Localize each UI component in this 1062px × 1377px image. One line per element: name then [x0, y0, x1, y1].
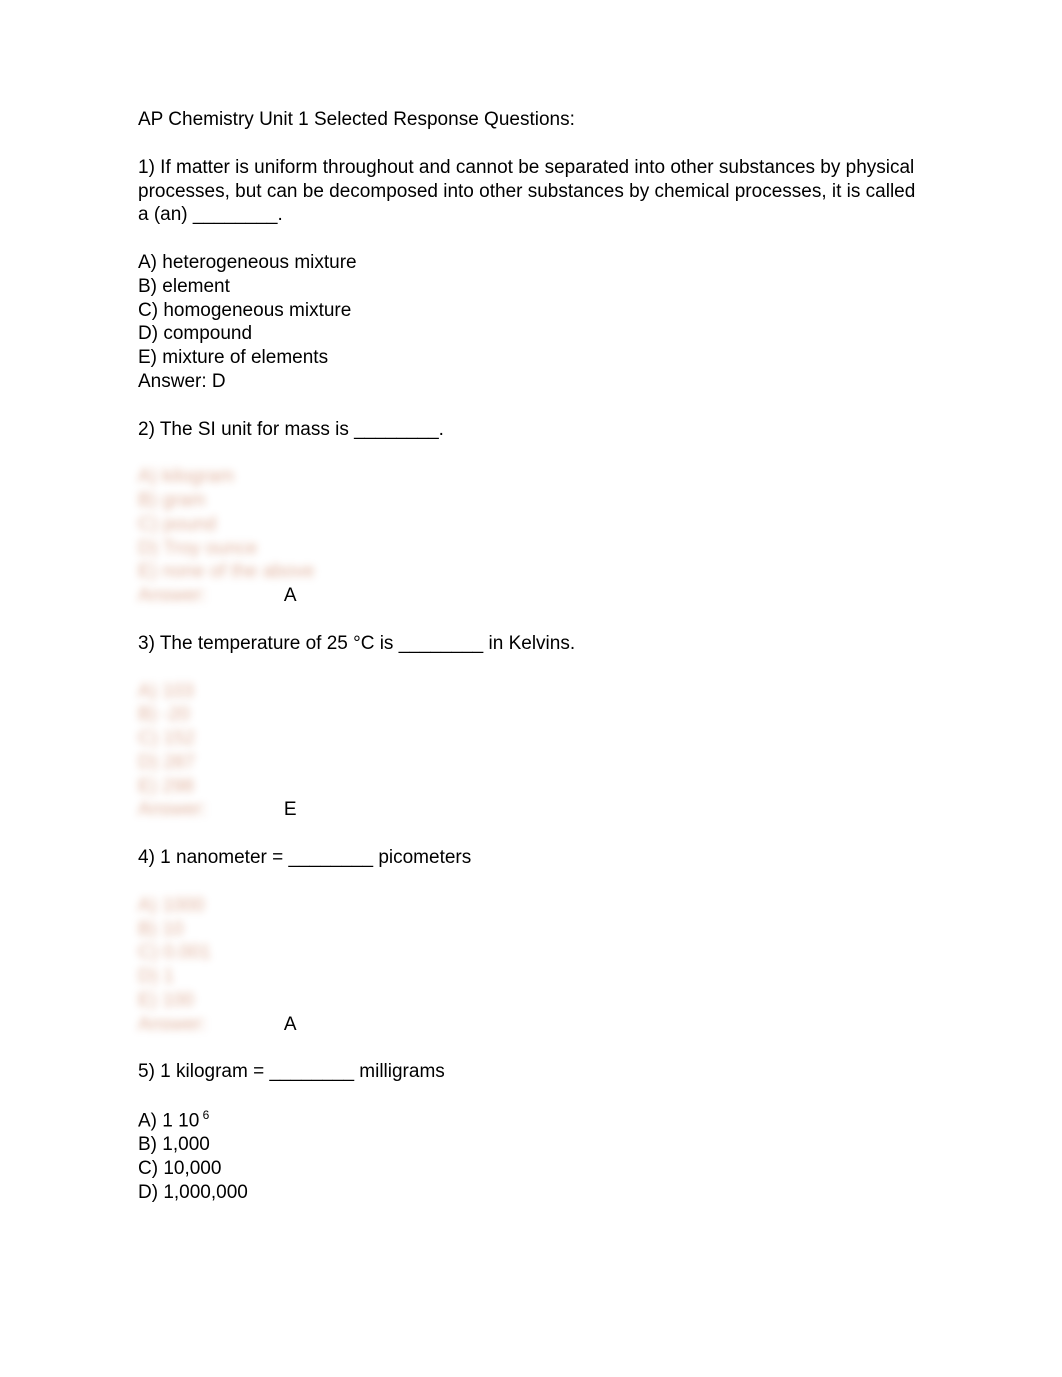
q2-option-e-blurred: E) none of the above — [138, 560, 924, 584]
q3-option-d-blurred: D) 287 — [138, 751, 924, 775]
q1-option-c: C) homogeneous mixture — [138, 299, 924, 323]
q3-option-a-blurred: A) 103 — [138, 680, 924, 704]
q3-text: 3) The temperature of 25 °C is ________ … — [138, 632, 924, 656]
q4-answer-prefix-blurred: Answer: — [138, 1014, 207, 1035]
q2-answer-prefix-blurred: Answer: — [138, 585, 207, 606]
q3-option-b-blurred: B) -20 — [138, 703, 924, 727]
q1-text: 1) If matter is uniform throughout and c… — [138, 156, 924, 227]
q3-answer-prefix-blurred: Answer: — [138, 799, 207, 820]
q2-blurred-options: A) kilogram B) gram C) pound D) Troy oun… — [138, 465, 924, 584]
q2-option-c-blurred: C) pound — [138, 513, 924, 537]
q4-option-c-blurred: C) 0.001 — [138, 941, 924, 965]
q1-option-e: E) mixture of elements — [138, 346, 924, 370]
q4-option-b-blurred: B) 10 — [138, 918, 924, 942]
q3-blurred-options: A) 103 B) -20 C) 152 D) 287 E) 298 — [138, 680, 924, 799]
q5-option-a: A) 1 10 6 — [138, 1108, 924, 1133]
q4-option-d-blurred: D) 1 — [138, 965, 924, 989]
q4-option-a-blurred: A) 1000 — [138, 894, 924, 918]
q5-options: A) 1 10 6 B) 1,000 C) 10,000 D) 1,000,00… — [138, 1108, 924, 1204]
q4-answer-letter: A — [284, 1013, 297, 1037]
q1-answer: Answer: D — [138, 370, 924, 394]
q3-answer-letter: E — [284, 798, 297, 822]
q5-option-d: D) 1,000,000 — [138, 1181, 924, 1205]
q5-option-c: C) 10,000 — [138, 1157, 924, 1181]
q2-text: 2) The SI unit for mass is ________. — [138, 418, 924, 442]
q2-answer-line: Answer: A — [138, 584, 924, 608]
q2-option-d-blurred: D) Troy ounce — [138, 537, 924, 561]
q1-option-d: D) compound — [138, 322, 924, 346]
q4-text: 4) 1 nanometer = ________ picometers — [138, 846, 924, 870]
q5-text: 5) 1 kilogram = ________ milligrams — [138, 1060, 924, 1084]
q1-option-b: B) element — [138, 275, 924, 299]
q2-option-b-blurred: B) gram — [138, 489, 924, 513]
q2-answer-letter: A — [284, 584, 297, 608]
q3-answer-line: Answer: E — [138, 798, 924, 822]
q2-option-a-blurred: A) kilogram — [138, 465, 924, 489]
q3-option-e-blurred: E) 298 — [138, 775, 924, 799]
q5-option-a-prefix: A) 1 10 — [138, 1110, 199, 1131]
q3-option-c-blurred: C) 152 — [138, 727, 924, 751]
page-title: AP Chemistry Unit 1 Selected Response Qu… — [138, 108, 575, 132]
q4-option-e-blurred: E) 100 — [138, 989, 924, 1013]
q4-answer-line: Answer: A — [138, 1013, 924, 1037]
q5-option-b: B) 1,000 — [138, 1133, 924, 1157]
q4-blurred-options: A) 1000 B) 10 C) 0.001 D) 1 E) 100 — [138, 894, 924, 1013]
q1-option-a: A) heterogeneous mixture — [138, 251, 924, 275]
q5-option-a-superscript: 6 — [199, 1108, 209, 1122]
q1-options: A) heterogeneous mixture B) element C) h… — [138, 251, 924, 394]
